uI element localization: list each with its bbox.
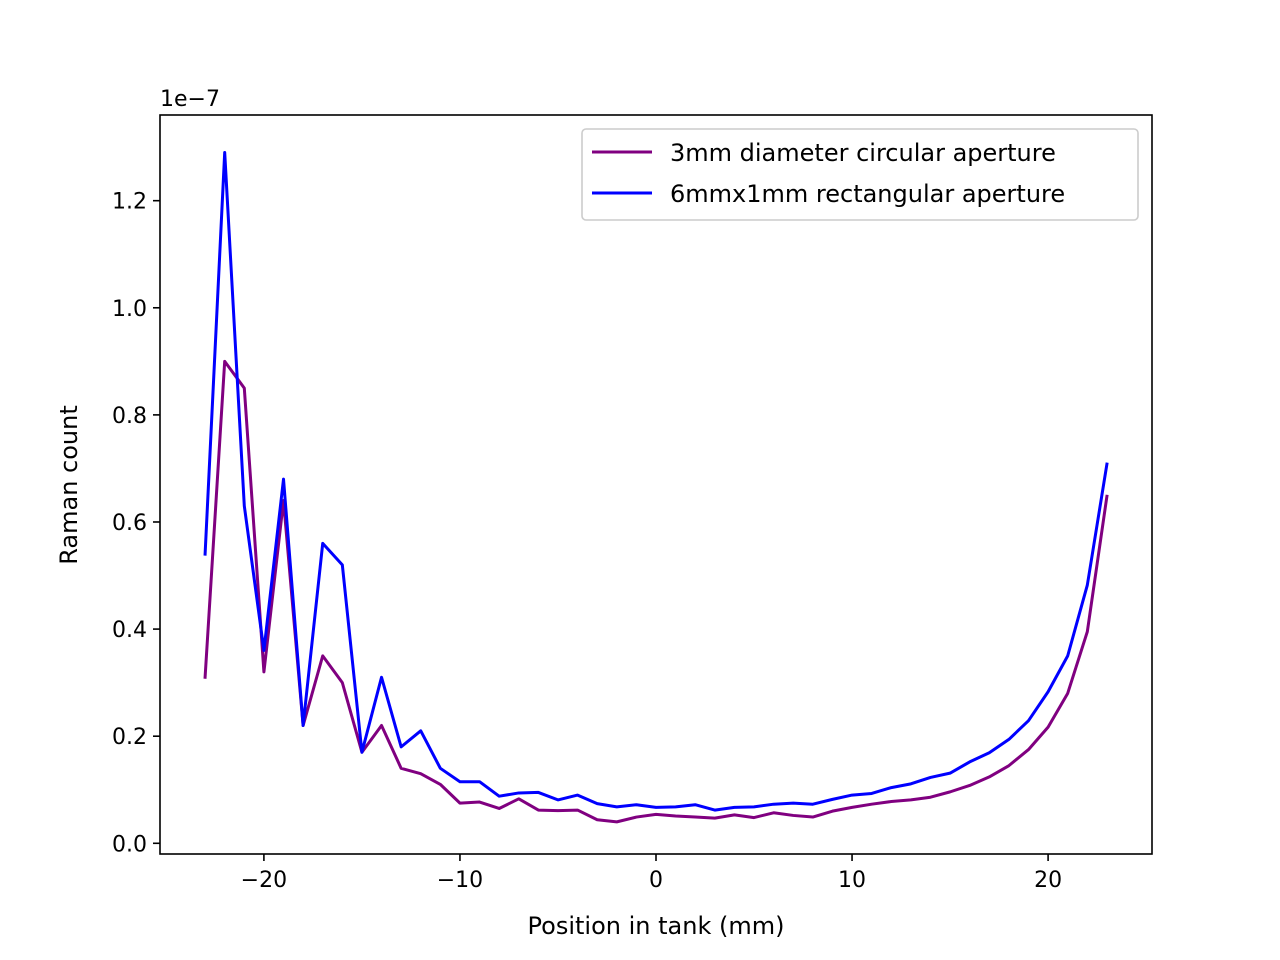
legend-box — [581, 128, 1139, 221]
x-tick-label: 10 — [838, 868, 866, 893]
y-tick-label: 1.2 — [112, 190, 147, 215]
series-line-1 — [203, 359, 1109, 824]
x-tick-label: −20 — [241, 868, 287, 893]
y-tick-label: 0.8 — [112, 404, 147, 429]
y-tick-label: 0.0 — [112, 832, 147, 857]
x-tick-label: 20 — [1034, 868, 1062, 893]
y-offset-label: 1e−7 — [160, 87, 220, 112]
legend-label-2: 6mmx1mm rectangular aperture — [670, 180, 1065, 208]
y-axis: 0.0 0.2 0.4 0.6 0.8 1.0 1.2 — [112, 190, 160, 857]
y-axis-label: Raman count — [55, 405, 83, 565]
y-tick-label: 0.6 — [112, 511, 147, 536]
x-tick-label: 0 — [649, 868, 663, 893]
y-tick-label: 1.0 — [112, 297, 147, 322]
series-line-2 — [203, 150, 1109, 812]
y-tick-label: 0.4 — [112, 618, 147, 643]
plot-area — [203, 150, 1109, 824]
y-tick-label: 0.2 — [112, 725, 147, 750]
x-tick-label: −10 — [437, 868, 483, 893]
x-axis-label: Position in tank (mm) — [528, 912, 785, 940]
x-axis: −20 −10 0 10 20 — [241, 854, 1062, 893]
legend: 3mm diameter circular aperture 6mmx1mm re… — [581, 128, 1139, 221]
legend-label-1: 3mm diameter circular aperture — [670, 139, 1056, 167]
